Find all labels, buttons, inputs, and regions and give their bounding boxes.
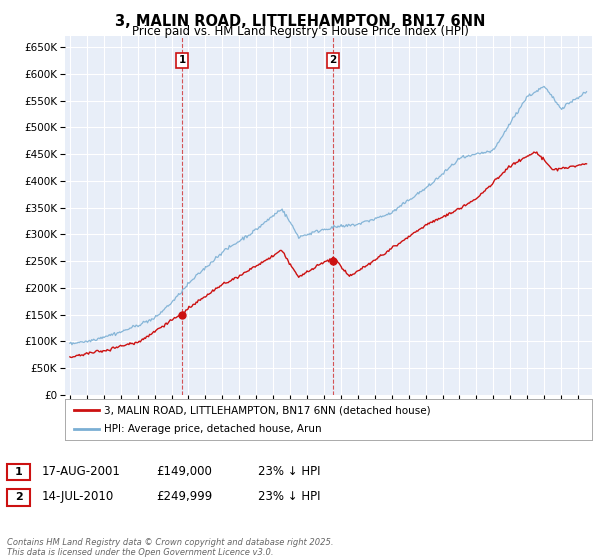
Text: 14-JUL-2010: 14-JUL-2010 (42, 490, 114, 503)
Text: £249,999: £249,999 (156, 490, 212, 503)
Text: 23% ↓ HPI: 23% ↓ HPI (258, 465, 320, 478)
Text: HPI: Average price, detached house, Arun: HPI: Average price, detached house, Arun (104, 424, 322, 433)
Text: 2: 2 (15, 492, 22, 502)
Text: 1: 1 (179, 55, 186, 66)
Text: Contains HM Land Registry data © Crown copyright and database right 2025.
This d: Contains HM Land Registry data © Crown c… (7, 538, 334, 557)
Text: 2: 2 (329, 55, 337, 66)
Text: Price paid vs. HM Land Registry's House Price Index (HPI): Price paid vs. HM Land Registry's House … (131, 25, 469, 38)
Text: £149,000: £149,000 (156, 465, 212, 478)
Text: 23% ↓ HPI: 23% ↓ HPI (258, 490, 320, 503)
Text: 3, MALIN ROAD, LITTLEHAMPTON, BN17 6NN (detached house): 3, MALIN ROAD, LITTLEHAMPTON, BN17 6NN (… (104, 405, 431, 415)
Text: 3, MALIN ROAD, LITTLEHAMPTON, BN17 6NN: 3, MALIN ROAD, LITTLEHAMPTON, BN17 6NN (115, 14, 485, 29)
Text: 1: 1 (15, 466, 22, 477)
Text: 17-AUG-2001: 17-AUG-2001 (42, 465, 121, 478)
